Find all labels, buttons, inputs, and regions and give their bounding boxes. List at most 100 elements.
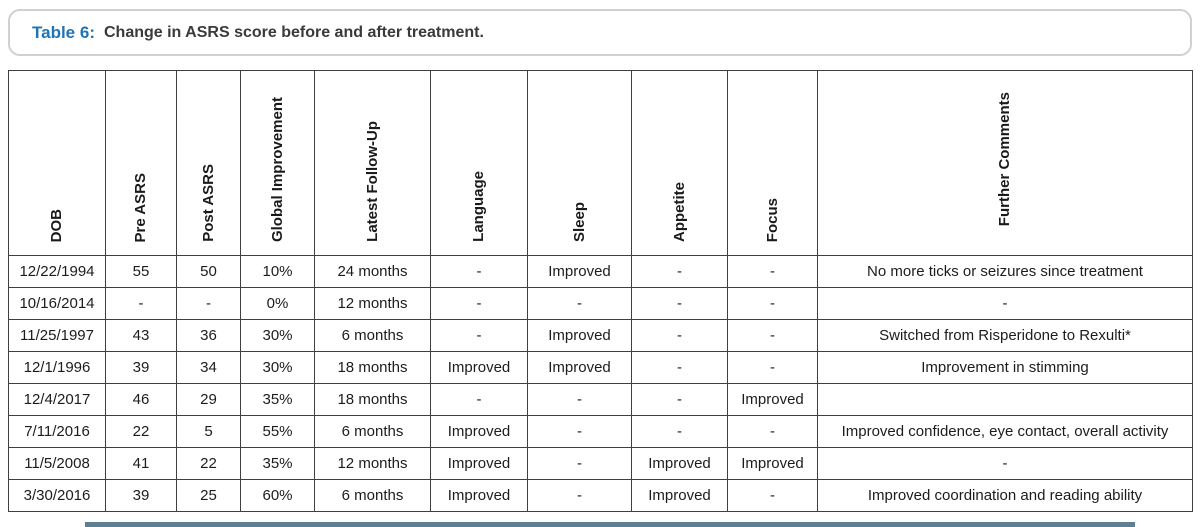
cell-language: - [430, 287, 528, 320]
table-row: 12/22/1994 55 50 10% 24 months - Improved - - No … [8, 255, 1193, 288]
cell-language: - [430, 383, 528, 416]
cell-post-asrs: - [176, 287, 241, 320]
cell-global-improvement: 30% [240, 351, 315, 384]
col-header-label: Sleep [570, 201, 588, 242]
cell-pre-asrs: - [105, 287, 177, 320]
col-header-latest-follow-up: Latest Follow-Up [314, 70, 431, 256]
col-header-sleep: Sleep [527, 70, 632, 256]
col-header-label: Focus [763, 197, 781, 242]
cell-language: - [430, 319, 528, 352]
col-header-dob: DOB [8, 70, 106, 256]
cell-pre-asrs: 41 [105, 447, 177, 480]
col-header-post-asrs: Post ASRS [176, 70, 241, 256]
table-row: 7/11/2016 22 5 55% 6 months Improved - - - Improv… [8, 415, 1193, 448]
cell-post-asrs: 50 [176, 255, 241, 288]
cell-focus: Improved [727, 447, 818, 480]
next-section-top-edge [85, 522, 1135, 527]
cell-pre-asrs: 46 [105, 383, 177, 416]
cell-latest-follow-up: 6 months [314, 479, 431, 512]
cell-sleep: Improved [527, 255, 632, 288]
table-row: 3/30/2016 39 25 60% 6 months Improved - Improve… [8, 479, 1193, 512]
col-header-label: Appetite [670, 182, 688, 242]
cell-sleep: - [527, 415, 632, 448]
cell-sleep: - [527, 383, 632, 416]
cell-appetite: Improved [631, 479, 728, 512]
cell-appetite: - [631, 351, 728, 384]
cell-appetite: Improved [631, 447, 728, 480]
col-header-global-improvement: Global Improvement [240, 70, 315, 256]
table-row: 10/16/2014- -0% 12 months - - - - - [8, 287, 1193, 320]
col-header-label: Language [470, 171, 488, 242]
cell-dob: 3/30/2016 [8, 479, 106, 512]
cell-latest-follow-up: 24 months [314, 255, 431, 288]
cell-pre-asrs: 22 [105, 415, 177, 448]
cell-dob: 11/25/1997 [8, 319, 106, 352]
cell-global-improvement: 35% [240, 447, 315, 480]
cell-appetite: - [631, 255, 728, 288]
cell-latest-follow-up: 6 months [314, 415, 431, 448]
cell-sleep: Improved [527, 319, 632, 352]
cell-dob: 7/11/2016 [8, 415, 106, 448]
cell-focus: - [727, 255, 818, 288]
cell-global-improvement: 35% [240, 383, 315, 416]
table-row: 11/5/2008 41 22 35% 12 months Improved - Improv… [8, 447, 1193, 480]
header-row: DOB Pre ASRS Post ASRS Global Improvement La… [8, 70, 1193, 256]
col-header-label: Latest Follow-Up [363, 121, 381, 242]
col-header-label: Pre ASRS [132, 172, 150, 242]
cell-latest-follow-up: 18 months [314, 351, 431, 384]
col-header-label: Post ASRS [199, 164, 217, 242]
cell-focus: Improved [727, 383, 818, 416]
cell-global-improvement: 60% [240, 479, 315, 512]
cell-dob: 10/16/2014 [8, 287, 106, 320]
cell-appetite: - [631, 383, 728, 416]
cell-global-improvement: 0% [240, 287, 315, 320]
cell-focus: - [727, 351, 818, 384]
cell-focus: - [727, 479, 818, 512]
cell-sleep: - [527, 479, 632, 512]
cell-further-comments [817, 383, 1193, 416]
table-caption: Table 6: Change in ASRS score before and… [8, 9, 1192, 56]
cell-further-comments: No more ticks or seizures since treatmen… [817, 255, 1193, 288]
cell-sleep: - [527, 447, 632, 480]
cell-post-asrs: 34 [176, 351, 241, 384]
cell-post-asrs: 36 [176, 319, 241, 352]
cell-latest-follow-up: 18 months [314, 383, 431, 416]
cell-global-improvement: 10% [240, 255, 315, 288]
cell-appetite: - [631, 415, 728, 448]
col-header-appetite: Appetite [631, 70, 728, 256]
cell-sleep: - [527, 287, 632, 320]
cell-pre-asrs: 39 [105, 351, 177, 384]
cell-focus: - [727, 287, 818, 320]
col-header-label: Global Improvement [268, 96, 286, 242]
cell-appetite: - [631, 287, 728, 320]
col-header-pre-asrs: Pre ASRS [105, 70, 177, 256]
cell-focus: - [727, 319, 818, 352]
asrs-score-table: DOB Pre ASRS Post ASRS Global Improvement La… [8, 70, 1193, 512]
cell-language: - [430, 255, 528, 288]
cell-language: Improved [430, 447, 528, 480]
cell-latest-follow-up: 6 months [314, 319, 431, 352]
cell-pre-asrs: 43 [105, 319, 177, 352]
table-row: 12/4/2017 46 29 35% 18 months - - - Improved [8, 383, 1193, 416]
cell-global-improvement: 55% [240, 415, 315, 448]
cell-global-improvement: 30% [240, 319, 315, 352]
table-caption-label: Table 6: [32, 22, 95, 42]
table-row: 12/1/1996 39 34 30% 18 months Improved Improve… [8, 351, 1193, 384]
col-header-label: DOB [48, 208, 66, 242]
col-header-focus: Focus [727, 70, 818, 256]
col-header-label: Further Comments [996, 91, 1014, 226]
cell-sleep: Improved [527, 351, 632, 384]
cell-dob: 12/4/2017 [8, 383, 106, 416]
cell-dob: 11/5/2008 [8, 447, 106, 480]
cell-post-asrs: 5 [176, 415, 241, 448]
cell-pre-asrs: 39 [105, 479, 177, 512]
cell-further-comments: Improvement in stimming [817, 351, 1193, 384]
table-body: 12/22/1994 55 50 10% 24 months - Improved - - No … [8, 255, 1193, 512]
cell-post-asrs: 22 [176, 447, 241, 480]
cell-dob: 12/1/1996 [8, 351, 106, 384]
cell-language: Improved [430, 351, 528, 384]
cell-latest-follow-up: 12 months [314, 447, 431, 480]
cell-language: Improved [430, 479, 528, 512]
cell-further-comments: Improved coordination and reading abilit… [817, 479, 1193, 512]
